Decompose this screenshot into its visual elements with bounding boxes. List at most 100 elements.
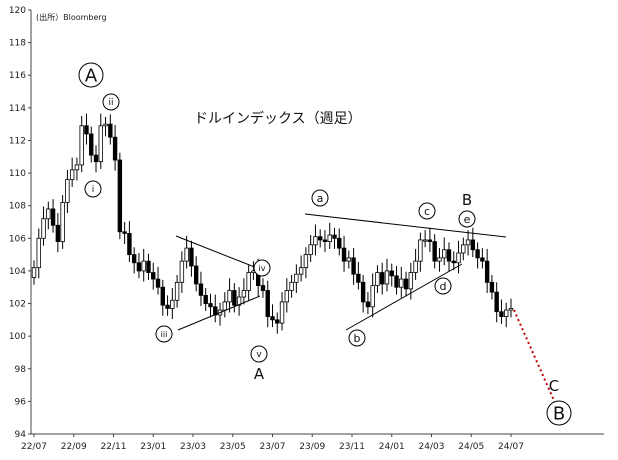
- wave-iv-label-circle: [253, 259, 271, 277]
- wave-a-sub-label: a: [317, 192, 324, 205]
- candle-body: [93, 154, 99, 163]
- candle-body: [380, 272, 385, 285]
- wave-d-sub-label: d: [440, 280, 447, 293]
- candle-body: [284, 290, 290, 303]
- wave-iv-label: iv: [259, 264, 266, 273]
- candle-body: [69, 169, 75, 180]
- candle-body: [79, 125, 84, 166]
- x-tick-label: 23/07: [260, 442, 286, 452]
- y-tick-label: 106: [9, 234, 26, 244]
- trendlines: [175, 213, 557, 406]
- x-tick-label: 23/09: [299, 442, 325, 452]
- y-tick-label: 104: [9, 267, 26, 277]
- wave-i-label-circle: [84, 180, 102, 198]
- candle-body: [442, 249, 447, 259]
- wave-c-sub-label-circle: [418, 202, 436, 220]
- wave-a-low-label: A: [254, 365, 265, 383]
- candle-body: [50, 208, 56, 226]
- candle-body: [289, 281, 294, 291]
- candle-body: [246, 272, 251, 291]
- candle-body: [275, 319, 280, 324]
- candle-body: [356, 273, 361, 283]
- candle-body: [151, 272, 156, 280]
- x-tick-label: 22/11: [101, 442, 127, 452]
- y-tick-label: 120: [9, 6, 26, 16]
- candle-body: [346, 257, 352, 262]
- x-tick-label: 24/07: [498, 442, 524, 452]
- wave-b-label: B: [462, 191, 472, 209]
- candle-body: [432, 241, 437, 262]
- candle-body: [141, 260, 146, 272]
- chart-title: ドルインデックス（週足）: [194, 110, 362, 127]
- candle-body: [241, 290, 247, 298]
- candle-body: [298, 267, 304, 275]
- candle-body: [232, 290, 237, 306]
- candle-body: [89, 133, 94, 156]
- candle-body: [317, 236, 323, 241]
- x-tick-label: 23/05: [220, 442, 246, 452]
- y-tick-label: 102: [9, 300, 26, 310]
- x-tick-label: 22/07: [21, 442, 47, 452]
- candle-body: [327, 234, 332, 242]
- x-tick-label: 22/09: [61, 442, 87, 452]
- candle-body: [136, 262, 142, 272]
- y-tick-label: 110: [9, 169, 26, 179]
- y-tick-label: 100: [9, 332, 26, 342]
- candle-body: [399, 278, 404, 288]
- candle-body: [408, 272, 414, 290]
- candle-body: [365, 301, 371, 308]
- candle-body: [122, 231, 127, 234]
- y-tick-label: 116: [9, 71, 26, 81]
- candle-body: [308, 244, 313, 256]
- candle-body: [322, 239, 328, 242]
- candle-body: [227, 290, 232, 303]
- y-tick-label: 108: [9, 202, 26, 212]
- candle-body: [313, 236, 318, 246]
- x-tick-label: 24/01: [379, 442, 405, 452]
- candle-body: [456, 252, 461, 264]
- candle-body: [389, 270, 394, 277]
- candle-body: [117, 159, 123, 233]
- candle-body: [499, 311, 504, 317]
- candle-body: [484, 260, 490, 283]
- candle-body: [360, 281, 366, 303]
- candle-body: [475, 249, 480, 259]
- wave-v-label-circle: [250, 345, 268, 363]
- candle-body: [370, 285, 375, 308]
- candle-body: [165, 304, 170, 309]
- wave-b-target-label: B: [553, 403, 565, 424]
- y-tick-label: 94: [15, 430, 27, 440]
- lower-support-line: [345, 263, 463, 331]
- candle-body: [489, 281, 495, 293]
- wave-e-sub-label: e: [464, 213, 471, 226]
- candle-body: [461, 244, 466, 254]
- candle-body: [470, 239, 476, 251]
- candle-body: [184, 247, 189, 262]
- candle-body: [179, 260, 185, 283]
- candle-body: [146, 260, 151, 273]
- wave-a-high-label: A: [85, 65, 98, 86]
- candle-body: [46, 208, 51, 220]
- triangle-lower-line: [177, 295, 261, 331]
- wave-c-label: C: [549, 377, 559, 395]
- wave-d-sub-label-circle: [434, 277, 452, 295]
- candle-body: [41, 218, 46, 239]
- candle-body: [74, 164, 80, 171]
- candle-body: [270, 316, 275, 321]
- candle-body: [36, 237, 41, 269]
- candle-body: [103, 123, 108, 127]
- candle-body: [446, 249, 452, 262]
- candle-body: [108, 123, 113, 138]
- candle-body: [422, 239, 428, 242]
- candle-body: [155, 278, 161, 288]
- wave-iii-label-circle: [155, 325, 173, 343]
- candle-body: [480, 257, 485, 262]
- candle-body: [332, 234, 337, 239]
- candle-body: [351, 257, 356, 275]
- candle-body: [112, 136, 118, 161]
- x-tick-label: 23/03: [180, 442, 206, 452]
- wave-e-sub-label-circle: [458, 210, 476, 228]
- candle-body: [60, 202, 65, 242]
